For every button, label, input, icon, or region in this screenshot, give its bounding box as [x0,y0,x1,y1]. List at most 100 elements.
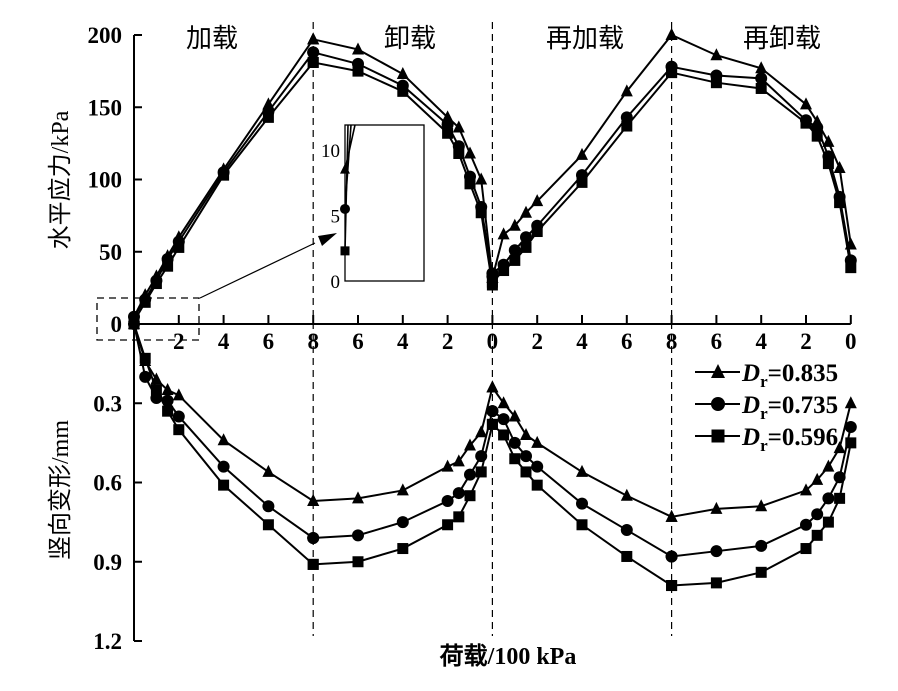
triangle-marker [710,501,723,514]
zoom-arrow-line [199,242,316,299]
triangle-marker [811,472,824,485]
top-y-tick-label: 50 [99,240,122,265]
x-tick-label: 2 [173,329,185,354]
square-marker [218,479,230,491]
circle-marker [811,508,824,521]
legend-value: =0.735 [768,392,839,419]
x-tick-label: 4 [218,329,230,354]
phase-label-unloading: 卸载 [384,24,436,53]
square-marker [340,246,350,256]
square-marker [150,278,162,290]
triangle-marker [508,218,521,231]
inset-series-line [344,124,349,251]
square-marker [576,176,588,188]
triangle-marker [711,364,725,378]
inset-box [344,124,425,282]
square-marker [307,56,319,68]
square-marker [352,556,364,568]
triangle-marker [452,454,465,467]
circle-marker [822,492,835,505]
triangle-marker [822,134,835,147]
square-marker [173,241,185,253]
bottom-y-tick-label: 0.9 [93,550,122,575]
square-marker [139,296,151,308]
circle-marker [262,500,275,513]
triangle-marker [531,194,544,207]
square-marker [128,318,140,330]
circle-marker [710,545,723,558]
square-marker [621,120,633,132]
square-marker [845,437,857,449]
square-marker [531,479,543,491]
x-tick-label: 0 [845,329,857,354]
top-y-tick-label: 150 [88,95,123,120]
square-marker [531,226,543,238]
square-marker [464,178,476,190]
triangle-marker [497,227,510,240]
triangle-marker [520,427,532,440]
square-marker [442,127,454,139]
square-marker [486,276,498,288]
phase-label-reloading: 再加载 [546,24,624,53]
square-marker [576,519,588,531]
circle-marker [844,421,857,434]
x-tick-label: 6 [711,329,723,354]
top-y-tick-label: 200 [88,23,123,48]
x-tick-label: 8 [666,329,678,354]
circle-marker [711,397,725,411]
triangle-marker [217,433,230,446]
legend-subscript: r [760,372,768,391]
triangle-marker [665,28,678,40]
square-marker [162,405,174,417]
circle-marker [486,405,499,418]
circle-marker [217,460,230,473]
x-tick-label: 8 [307,329,319,354]
circle-marker [531,460,544,473]
bottom-y-tick-label: 0.3 [93,391,122,416]
triangle-marker [800,97,812,110]
circle-marker [307,46,320,59]
circle-marker [520,231,532,244]
x-tick-label: 4 [755,329,767,354]
triangle-marker [396,483,409,496]
inset-y-tick-label: 10 [321,141,340,162]
triangle-marker [520,205,532,218]
square-marker [397,85,409,97]
square-marker [800,117,812,129]
inset-zoom: 0 5 10 [96,124,425,341]
square-marker [442,519,454,531]
square-marker [509,254,521,266]
legend-subscript: r [760,436,768,455]
square-marker [800,543,812,555]
x-tick-label: 0 [487,329,499,354]
triangle-marker [576,464,588,477]
triangle-marker [620,84,633,97]
x-tick-label: 2 [531,329,543,354]
triangle-marker [441,110,454,123]
triangle-marker [475,172,488,185]
x-tick-label: 6 [263,329,275,354]
square-marker [666,580,678,592]
x-tick-label: 4 [397,329,409,354]
triangle-marker [710,48,723,61]
legend-value: =0.835 [768,360,839,387]
triangle-marker [452,120,465,133]
circle-marker [396,516,409,529]
legend-symbol: D [741,392,760,419]
legend-symbol: D [741,360,760,387]
square-marker [498,265,510,277]
square-marker [486,418,498,430]
series-layer [128,28,857,592]
square-marker [262,519,274,531]
circle-marker [464,468,476,481]
triangle-marker [755,61,768,74]
triangle-marker [620,488,633,501]
square-marker [520,241,532,253]
square-marker [150,384,162,396]
triangle-marker [396,67,409,80]
square-marker [711,429,725,443]
triangle-marker [508,409,521,422]
circle-marker [576,497,588,510]
